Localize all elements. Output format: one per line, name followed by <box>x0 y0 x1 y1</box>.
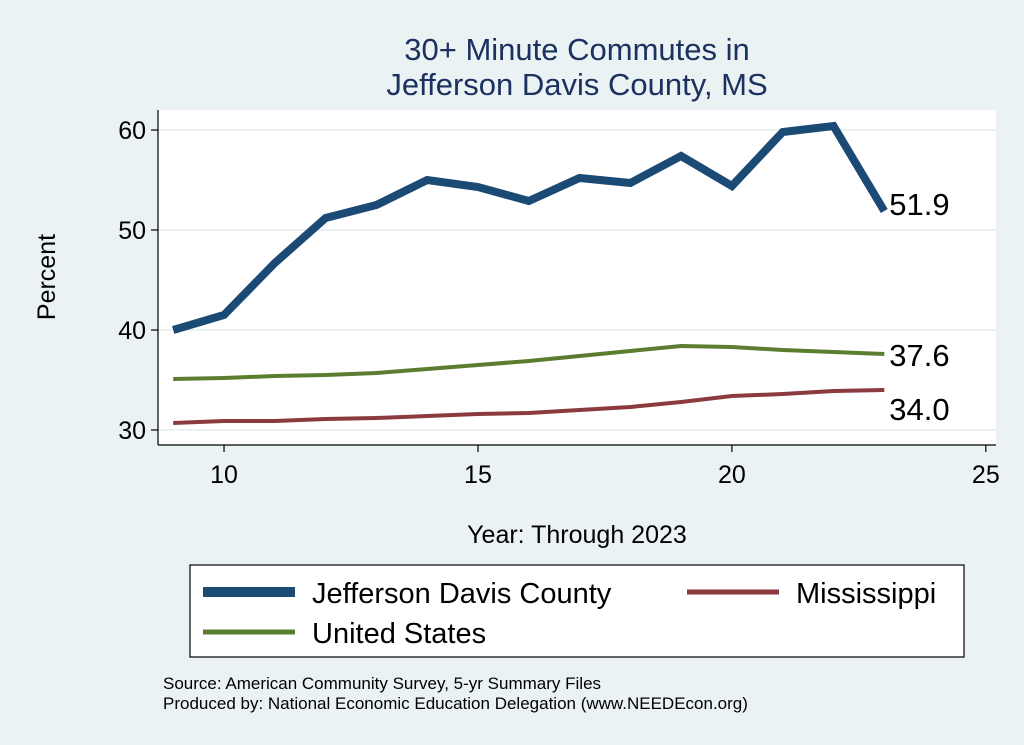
y-tick-label-60: 60 <box>118 117 146 145</box>
x-tick-label-20: 20 <box>718 461 746 489</box>
legend-box <box>189 564 965 658</box>
end-label-united-states: 37.6 <box>889 338 949 373</box>
x-axis-label: Year: Through 2023 <box>467 521 687 549</box>
source-note: Source: American Community Survey, 5-yr … <box>163 674 601 693</box>
legend-label-mississippi: Mississippi <box>796 578 936 610</box>
y-tick-label-30: 30 <box>118 417 146 445</box>
series-line-mississippi <box>173 388 885 425</box>
legend-label-united-states: United States <box>312 618 486 650</box>
x-tick-label-10: 10 <box>210 461 238 489</box>
series-line-united-states <box>173 343 885 381</box>
x-tick-label-15: 15 <box>464 461 492 489</box>
chart-title-line-2: Jefferson Davis County, MS <box>386 67 767 102</box>
x-tick-label-25: 25 <box>972 461 1000 489</box>
y-axis-label: Percent <box>33 234 61 320</box>
plot-area <box>158 110 996 445</box>
end-label-jefferson-davis-county: 51.9 <box>889 187 949 222</box>
y-tick-label-40: 40 <box>118 317 146 345</box>
legend-label-jefferson-davis-county: Jefferson Davis County <box>312 578 612 610</box>
producer-note: Produced by: National Economic Education… <box>163 694 748 713</box>
series-layer <box>172 121 888 425</box>
legend: Jefferson Davis County Mississippi Unite… <box>189 564 965 658</box>
end-labels-layer: 51.9 37.6 34.0 <box>889 187 949 427</box>
grid-layer <box>158 129 996 431</box>
y-tick-label-50: 50 <box>118 217 146 245</box>
series-line-jefferson-davis-county <box>172 121 888 334</box>
end-label-mississippi: 34.0 <box>889 392 949 427</box>
chart-title-line-1: 30+ Minute Commutes in <box>404 32 749 67</box>
axes-layer: 30 40 50 60 10 15 20 25 <box>118 110 1000 489</box>
